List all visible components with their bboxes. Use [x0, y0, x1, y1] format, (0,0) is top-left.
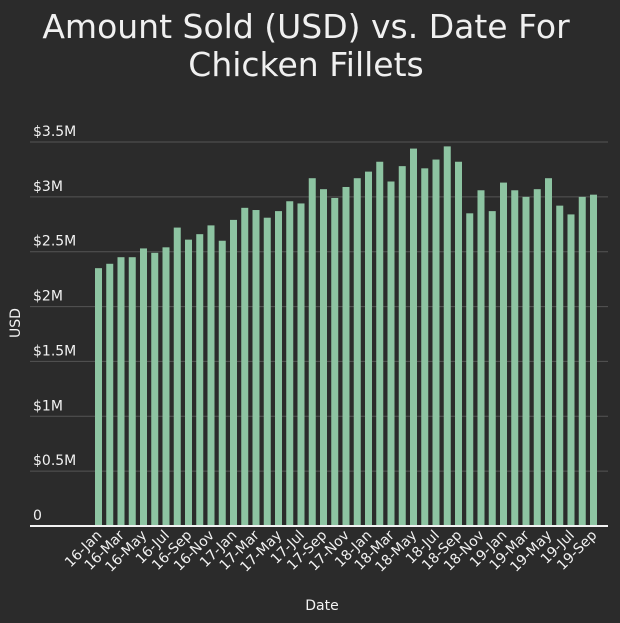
bar-17-Oct: [331, 197, 339, 526]
bar-17-Jul: [297, 203, 305, 526]
bar-19-Sep: [590, 194, 597, 527]
bar-18-Oct: [466, 213, 474, 527]
bar-16-Mar: [117, 257, 125, 526]
bar-18-Nov: [477, 190, 485, 526]
bar-18-Aug: [443, 146, 451, 527]
gridlines: [30, 141, 608, 472]
bar-17-Jun: [286, 201, 294, 526]
y-tick-label: $0.5M: [33, 453, 76, 469]
y-tick-label: 0: [33, 508, 42, 524]
bar-17-Dec: [353, 178, 361, 526]
bar-17-Jan: [230, 219, 237, 526]
bar-16-May: [140, 248, 147, 526]
chart-title: Amount Sold (USD) vs. Date For Chicken F…: [0, 8, 612, 84]
y-tick-label: $2M: [33, 289, 63, 305]
bar-18-Apr: [398, 166, 406, 526]
bar-16-Sep: [185, 239, 192, 526]
y-tick-label: $3M: [33, 179, 63, 195]
bar-17-Mar: [252, 210, 260, 526]
bar-16-Jun: [151, 252, 159, 526]
y-tick-label: $3.5M: [33, 124, 76, 140]
y-tick-label: $1M: [33, 398, 63, 414]
bar-18-May: [410, 148, 417, 526]
bar-17-Apr: [263, 217, 271, 526]
bar-17-Nov: [342, 186, 350, 527]
bar-16-Nov: [207, 225, 215, 526]
bar-18-Sep: [455, 161, 462, 526]
bar-19-Aug: [578, 196, 586, 526]
bar-16-Oct: [196, 234, 204, 526]
bar-19-Feb: [511, 190, 519, 526]
y-axis-label: USD: [8, 308, 24, 338]
bar-16-Jan: [95, 268, 102, 526]
bar-18-Mar: [387, 181, 395, 527]
chart-title-line-2: Chicken Fillets: [188, 45, 424, 84]
bar-16-Jul: [162, 247, 170, 526]
y-axis-tick-labels: 0 $0.5M $1M $1.5M $2M $2.5M $3M $3.5M: [33, 124, 76, 524]
x-axis-tick-labels: 16-Jan16-Mar16-May16-Jul16-Sep16-Nov17-J…: [62, 527, 600, 575]
bar-17-May: [275, 211, 282, 526]
bar-18-Feb: [376, 161, 384, 526]
bar-16-Apr: [128, 257, 136, 526]
bar-19-Jan: [500, 182, 507, 526]
chart-title-line-1: Amount Sold (USD) vs. Date For: [42, 7, 570, 46]
y-tick-label: $1.5M: [33, 343, 76, 359]
bar-18-Jun: [421, 168, 429, 526]
bar-19-Jul: [567, 214, 575, 526]
bar-19-Apr: [533, 189, 541, 527]
bars: [95, 146, 597, 527]
y-tick-label: $2.5M: [33, 234, 76, 250]
x-axis-label: Date: [305, 598, 338, 614]
bar-18-Jul: [432, 159, 440, 526]
bar-17-Feb: [241, 207, 249, 527]
bar-18-Dec: [488, 211, 496, 526]
bar-19-Jun: [556, 205, 564, 527]
bar-16-Aug: [173, 227, 181, 526]
bar-18-Jan: [365, 171, 372, 526]
bar-17-Aug: [308, 178, 316, 526]
bar-19-Mar: [522, 196, 530, 526]
bar-17-Sep: [320, 189, 327, 527]
bar-16-Feb: [106, 263, 114, 526]
bar-19-May: [545, 178, 552, 526]
bar-16-Dec: [218, 240, 226, 526]
